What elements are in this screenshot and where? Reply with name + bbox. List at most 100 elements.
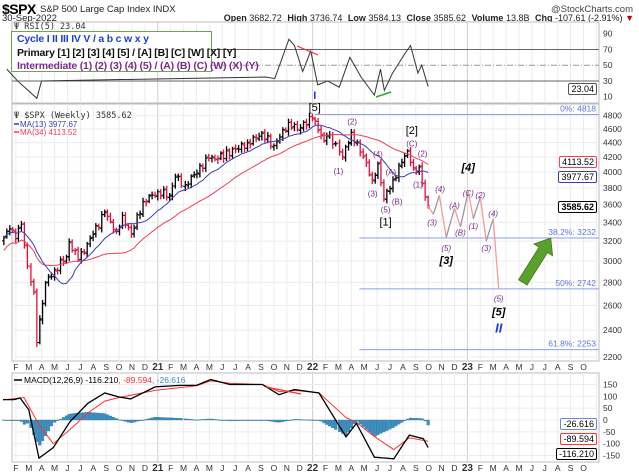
month-label: A	[39, 463, 45, 473]
macd-histogram-bar	[192, 419, 196, 421]
month-label: A	[245, 362, 251, 372]
price-bar	[82, 248, 87, 256]
price-bar	[274, 138, 279, 150]
signal-tag: -89.594	[560, 433, 597, 445]
projection-segment	[479, 196, 487, 242]
month-label: M	[25, 463, 32, 473]
price-tick-label: 3400	[603, 217, 622, 227]
macd-histogram-bar	[150, 417, 154, 421]
price-bar	[22, 221, 27, 249]
month-label: J	[530, 463, 534, 473]
ma34-tag: 4113.52	[559, 156, 597, 168]
projection-segment	[459, 191, 469, 228]
price-bar	[179, 173, 184, 188]
macd-histogram-bar	[426, 419, 430, 426]
macd-histogram-bar	[224, 419, 229, 421]
macd-histogram-bar	[120, 419, 125, 421]
month-label: J	[65, 463, 69, 473]
macd-histogram-bar	[67, 414, 71, 421]
price-bar	[373, 172, 378, 184]
price-title: Ψ $SPX (Weekly) 3585.62	[14, 111, 132, 121]
month-label: A	[555, 463, 561, 473]
macd-histogram-bar	[135, 419, 139, 422]
exchange: INDX	[152, 4, 176, 15]
price-bar	[367, 159, 372, 177]
price-bar	[58, 256, 63, 275]
macd-tick-label: -100	[603, 439, 620, 449]
macd-histogram-bar	[61, 417, 66, 421]
price-bar	[73, 248, 78, 255]
wave-label: (3)	[368, 190, 378, 199]
macd-histogram-bar	[40, 419, 45, 441]
macd-histogram-bar	[222, 419, 226, 421]
month-label: A	[90, 362, 96, 372]
price-bar	[224, 146, 229, 162]
price-bar	[265, 132, 270, 144]
macd-histogram-bar	[331, 419, 335, 429]
price-bar	[88, 235, 93, 248]
price-bar	[361, 148, 366, 159]
price-bar	[340, 148, 345, 160]
macd-histogram-bar	[411, 417, 416, 421]
macd-histogram-bar	[263, 419, 267, 421]
macd-legend-hist-value: , -26.616	[152, 375, 186, 385]
macd-histogram-bar	[230, 419, 235, 422]
price-bar	[227, 148, 232, 160]
price-bar	[286, 118, 291, 136]
wave-label: (4)	[435, 185, 445, 194]
price-bar	[316, 117, 321, 134]
macd-histogram-bar	[58, 418, 63, 421]
macd-histogram-bar	[201, 419, 205, 421]
macd-histogram-bar	[269, 419, 273, 422]
macd-histogram-bar	[237, 419, 241, 421]
month-label: F	[168, 463, 173, 473]
price-bar	[37, 315, 42, 345]
month-label: F	[323, 463, 328, 473]
macd-legend-signal-value: , -89.594	[118, 375, 152, 385]
month-label: M	[180, 463, 187, 473]
macd-histogram-bar	[251, 419, 255, 421]
price-tick-label: 3000	[603, 256, 622, 266]
macd-histogram-bar	[105, 414, 110, 421]
macd-tag: -116.210	[556, 448, 597, 460]
month-label: N	[129, 463, 135, 473]
wave-label: (A)	[449, 202, 460, 211]
price-bar	[423, 179, 428, 201]
month-label: J	[65, 362, 69, 372]
macd-histogram-bar	[88, 412, 92, 421]
macd-histogram-bar	[322, 419, 326, 424]
price-tick-label: 3200	[603, 236, 622, 246]
macd-histogram-bar	[281, 419, 285, 422]
macd-histogram-bar	[111, 417, 115, 421]
month-label: 23	[462, 362, 474, 373]
high-label: High	[287, 13, 308, 23]
month-label: M	[335, 362, 342, 372]
wave-label: [5]	[491, 307, 506, 319]
brand-link[interactable]: @StockCharts.com	[551, 4, 633, 15]
price-bar	[346, 140, 351, 151]
month-label: J	[388, 463, 392, 473]
month-label: S	[258, 362, 264, 372]
price-bar	[102, 209, 107, 218]
month-label: A	[503, 463, 509, 473]
month-label: A	[400, 362, 406, 372]
month-label: J	[78, 362, 82, 372]
month-label: M	[180, 362, 187, 372]
price-bar	[197, 163, 202, 178]
high-value: 3736.74	[309, 13, 343, 23]
macd-histogram-bar	[210, 418, 214, 421]
price-bar	[76, 246, 81, 263]
fib-level-label: 0%: 4818	[560, 104, 596, 114]
month-label: F	[168, 362, 173, 372]
macd-histogram-bar	[400, 419, 404, 423]
rsi-line	[6, 38, 429, 100]
macd-histogram-bar	[56, 419, 60, 421]
macd-histogram-bar	[373, 419, 377, 437]
macd-histogram-bar	[46, 419, 51, 432]
price-bar	[126, 223, 131, 231]
month-label: 21	[152, 362, 164, 373]
price-tick-label: 2800	[603, 277, 622, 287]
wave-label: (4)	[373, 150, 383, 159]
price-tick-label: 3600	[603, 200, 622, 210]
month-label: M	[206, 463, 213, 473]
